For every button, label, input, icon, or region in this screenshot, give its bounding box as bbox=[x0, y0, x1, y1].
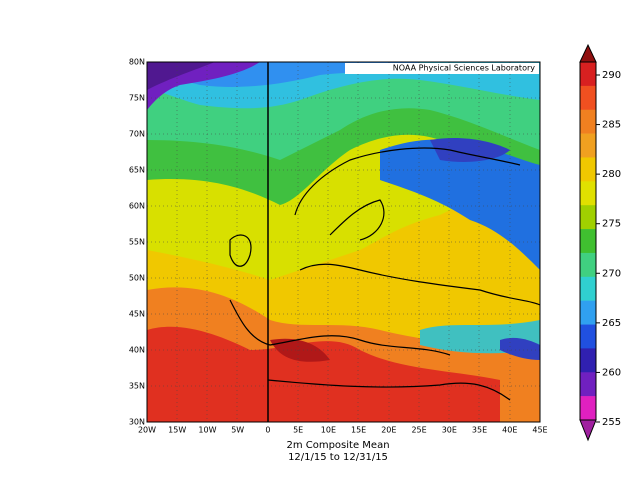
colorbar-swatch bbox=[580, 85, 596, 111]
lon-label: 15E bbox=[351, 426, 366, 435]
lat-label: 30N bbox=[129, 418, 145, 427]
lat-label: 60N bbox=[129, 202, 145, 211]
lat-label: 50N bbox=[129, 274, 145, 283]
colorbar-swatch bbox=[580, 62, 596, 87]
colorbar-swatch bbox=[580, 205, 596, 230]
lat-label: 55N bbox=[129, 238, 145, 247]
colorbar-swatch bbox=[580, 348, 596, 373]
colorbar-label: 285 bbox=[602, 120, 621, 131]
colorbar-label: 270 bbox=[602, 268, 621, 279]
temperature-field bbox=[147, 62, 540, 422]
lon-label: 5W bbox=[231, 426, 244, 435]
lon-label: 0 bbox=[265, 426, 270, 435]
colorbar-swatch bbox=[580, 300, 596, 325]
lon-label: 20W bbox=[138, 426, 156, 435]
colorbar-swatch bbox=[580, 181, 596, 206]
colorbar-swatch bbox=[580, 252, 596, 278]
lon-label: 5E bbox=[293, 426, 303, 435]
colorbar-swatch bbox=[580, 276, 596, 301]
lat-label: 65N bbox=[129, 166, 145, 175]
lon-label: 30E bbox=[442, 426, 457, 435]
colorbar-swatch bbox=[580, 324, 596, 349]
credit-box bbox=[345, 63, 539, 74]
colorbar-label: 275 bbox=[602, 219, 621, 230]
colorbar: 290 285 280 275 270 265 260 255 bbox=[579, 43, 621, 442]
colorbar-swatch bbox=[580, 157, 596, 182]
lat-label: 45N bbox=[129, 310, 145, 319]
colorbar-label: 265 bbox=[602, 318, 621, 329]
lon-label: 10W bbox=[198, 426, 216, 435]
lon-label: 40E bbox=[502, 426, 517, 435]
lon-label: 25E bbox=[411, 426, 426, 435]
coastlines bbox=[229, 147, 541, 401]
lat-label: 35N bbox=[129, 382, 145, 391]
credit: NOAA Physical Sciences Laboratory bbox=[393, 64, 536, 73]
lon-label: 35E bbox=[472, 426, 487, 435]
colorbar-label: 280 bbox=[602, 169, 621, 180]
lat-label: 40N bbox=[129, 346, 145, 355]
lat-label: 80N bbox=[129, 58, 145, 67]
lon-label: 45E bbox=[532, 426, 547, 435]
lon-label: 15W bbox=[168, 426, 186, 435]
lon-label: 20E bbox=[381, 426, 396, 435]
lat-label: 70N bbox=[129, 130, 145, 139]
colorbar-swatch bbox=[580, 109, 596, 134]
date-range: 12/1/15 to 12/31/15 bbox=[288, 452, 388, 463]
colorbar-label: 255 bbox=[602, 417, 621, 428]
colorbar-label: 290 bbox=[602, 70, 621, 81]
map-title: 2m Composite Mean bbox=[286, 440, 389, 451]
colorbar-frame bbox=[579, 61, 597, 421]
colorbar-swatch bbox=[580, 396, 596, 421]
colorbar-swatch bbox=[580, 133, 596, 158]
colorbar-swatch bbox=[580, 372, 596, 397]
colorbar-cap bbox=[579, 419, 597, 442]
colorbar-swatch bbox=[580, 229, 596, 254]
lon-label: 10E bbox=[321, 426, 336, 435]
colorbar-cap bbox=[579, 43, 597, 63]
lat-label: 75N bbox=[129, 94, 145, 103]
colorbar-label: 260 bbox=[602, 367, 621, 378]
map-frame bbox=[146, 61, 541, 423]
